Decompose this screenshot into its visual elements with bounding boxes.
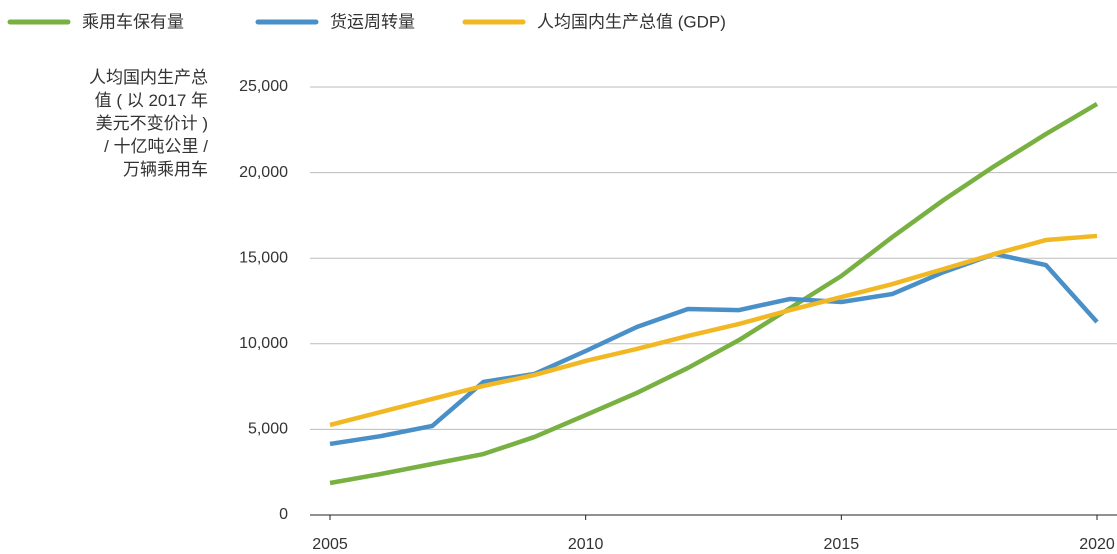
series-line — [329, 102, 1099, 486]
y-tick-label: 5,000 — [248, 421, 288, 438]
y-tick-label: 25,000 — [239, 78, 288, 95]
y-tick-label: 10,000 — [239, 335, 288, 352]
legend-label: 乘用车保有量 — [82, 12, 184, 31]
y-axis-label: 人均国内生产总值 ( 以 2017 年美元不变价计 ) / 十亿吨公里 / 万辆… — [89, 68, 208, 179]
y-tick-label: 0 — [279, 506, 288, 523]
x-tick-label: 2005 — [312, 536, 348, 553]
y-tick-label: 20,000 — [239, 164, 288, 181]
series-line — [329, 251, 1099, 447]
series-line — [329, 233, 1098, 428]
y-tick-label: 15,000 — [239, 249, 288, 266]
x-tick-label: 2020 — [1079, 536, 1115, 553]
legend-label: 人均国内生产总值 (GDP) — [537, 12, 726, 31]
legend-label: 货运周转量 — [330, 12, 415, 31]
x-tick-label: 2015 — [824, 536, 860, 553]
x-tick-label: 2010 — [568, 536, 604, 553]
